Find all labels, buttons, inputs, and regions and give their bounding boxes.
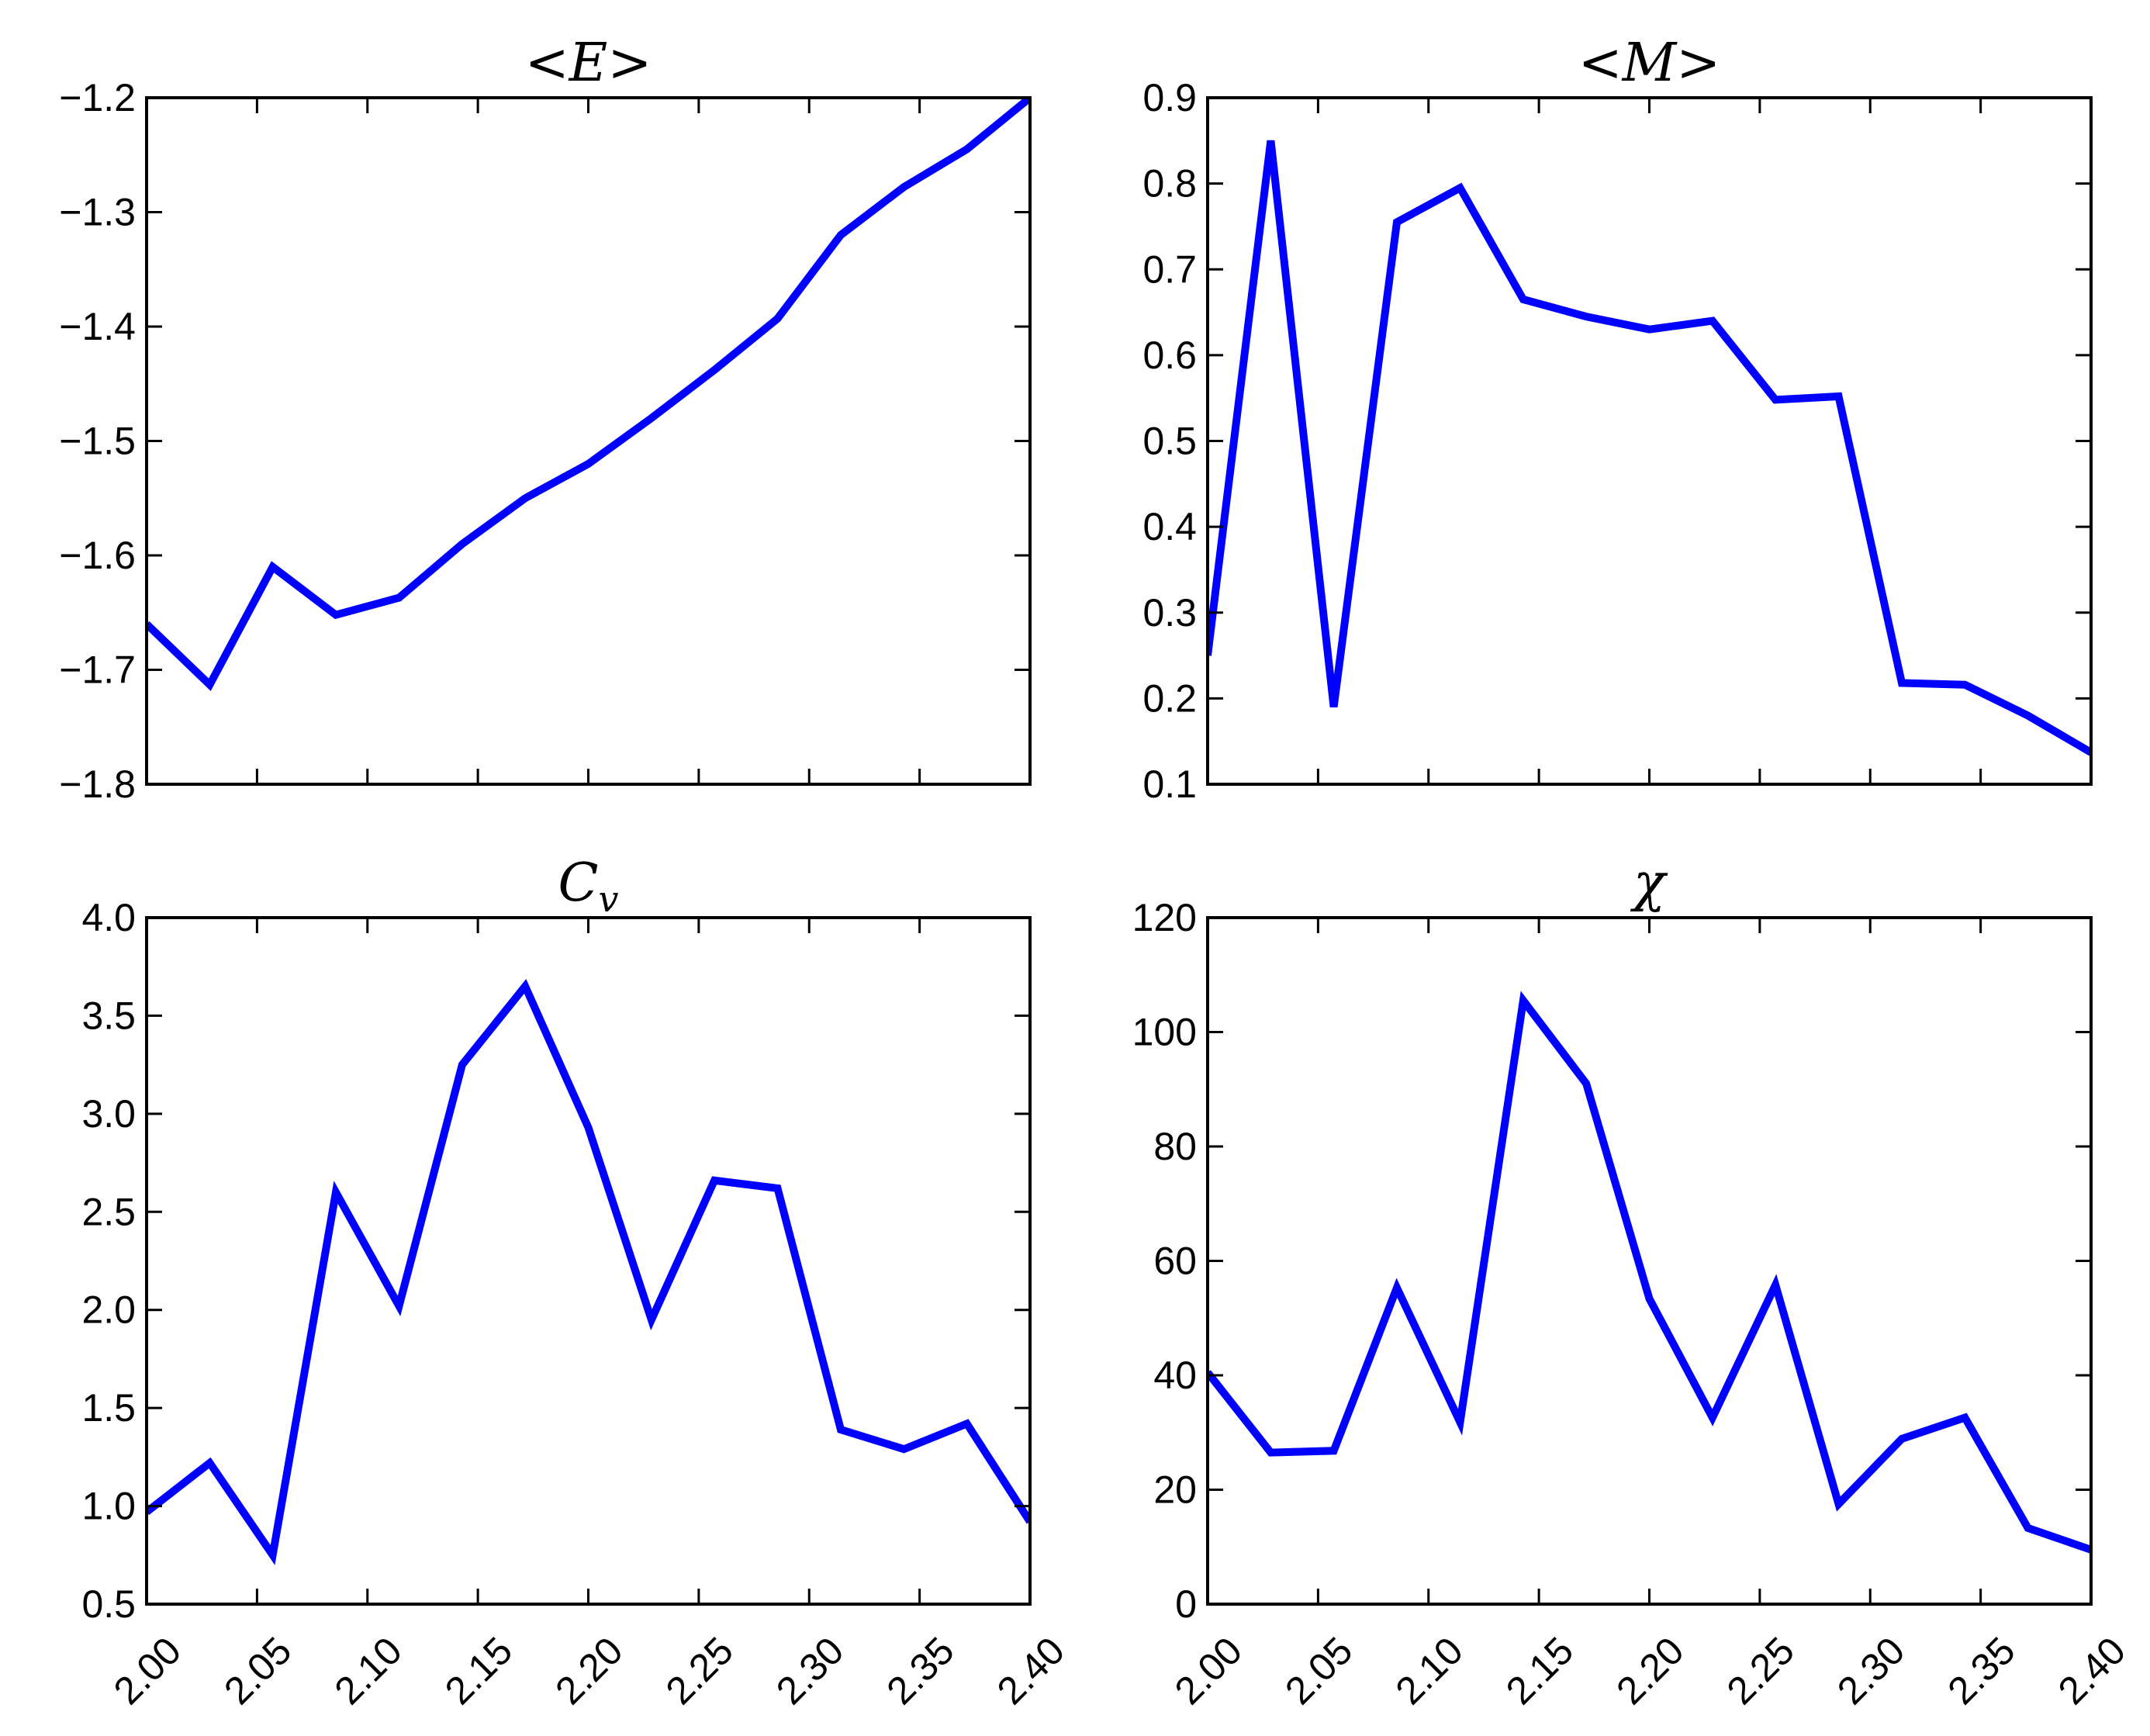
energy-series-line [147,98,1030,691]
susceptibility-series-line [1208,991,2091,1554]
panel-magnetization: 0.1 0.2 0.3 0.4 0.5 0.6 0.7 0.8 0.9 <M> [1142,33,2093,806]
susceptibility-y-tick-label: 60 [1153,1240,1197,1283]
susceptibility-y-tick-label: 120 [1132,896,1197,939]
energy-y-tick-label: −1.4 [59,305,136,348]
heat-capacity-y-tick-label: 1.5 [81,1386,136,1430]
susceptibility-x-tick-label: 2.25 [1719,1629,1803,1713]
heat-capacity-x-tick-label: 2.25 [658,1629,741,1713]
magnetization-y-tick-label: 0.1 [1142,763,1197,806]
heat-capacity-y-tick-label: 4.0 [81,896,136,939]
heat-capacity-y-tick-label: 2.5 [81,1190,136,1233]
heat-capacity-title: Cv [558,852,618,920]
heat-capacity-y-tick-label: 3.0 [81,1092,136,1136]
heat-capacity-x-tick-label: 2.40 [989,1629,1073,1713]
susceptibility-x-tick-label: 2.20 [1608,1629,1692,1713]
susceptibility-y-tick-label: 80 [1153,1125,1197,1168]
heat-capacity-y-tick-label: 3.5 [81,994,136,1037]
panel-energy: −1.8 −1.7 −1.6 −1.5 −1.4 −1.3 −1.2 <E> [59,33,1032,806]
susceptibility-x-tick-label: 2.15 [1498,1629,1581,1713]
susceptibility-x-tick-label: 2.40 [2050,1629,2134,1713]
susceptibility-x-tick-label: 2.05 [1277,1629,1360,1713]
heat-capacity-x-tick-label: 2.10 [327,1629,410,1713]
magnetization-y-tick-label: 0.2 [1142,676,1197,720]
energy-y-tick-label: −1.5 [59,420,136,463]
susceptibility-y-tick-label: 40 [1153,1354,1197,1397]
panel-heat-capacity: 2.00 2.05 2.10 2.15 2.20 2.25 2.30 2.35 2.40 0.5 1… [81,852,1073,1713]
susceptibility-y-tick-label: 0 [1175,1582,1197,1626]
heat-capacity-x-tick-label: 2.15 [437,1629,520,1713]
magnetization-y-tick-label: 0.7 [1142,247,1197,291]
susceptibility-x-tick-label: 2.30 [1829,1629,1913,1713]
heat-capacity-x-tick-label: 2.05 [216,1629,299,1713]
energy-y-tick-label: −1.6 [59,534,136,577]
energy-title: <E> [525,33,652,94]
magnetization-y-tick-label: 0.4 [1142,505,1197,548]
susceptibility-y-tick-label: 20 [1153,1468,1197,1512]
heat-capacity-y-tick-label: 1.0 [81,1485,136,1528]
susceptibility-x-tick-label: 2.00 [1167,1629,1250,1713]
magnetization-y-tick-label: 0.3 [1142,591,1197,635]
susceptibility-y-tick-label: 100 [1132,1011,1197,1054]
energy-axes-frame [145,96,1032,786]
heat-capacity-x-tick-label: 2.35 [878,1629,962,1713]
susceptibility-title: χ [1630,852,1668,914]
susceptibility-axes-frame [1206,916,2093,1606]
heat-capacity-series-line [147,978,1030,1565]
panel-susceptibility: 2.00 2.05 2.10 2.15 2.20 2.25 2.30 2.35 2.40 0 20 4… [1132,852,2134,1713]
magnetization-y-tick-label: 0.5 [1142,420,1197,463]
heat-capacity-x-tick-label: 2.00 [105,1629,189,1713]
magnetization-y-tick-label: 0.9 [1142,76,1197,119]
energy-y-tick-label: −1.7 [59,648,136,692]
magnetization-y-tick-label: 0.8 [1142,162,1197,206]
energy-y-tick-label: −1.8 [59,763,136,806]
magnetization-title: <M> [1578,33,1721,94]
heat-capacity-x-tick-label: 2.20 [547,1629,631,1713]
susceptibility-x-tick-label: 2.10 [1388,1629,1471,1713]
heat-capacity-x-tick-label: 2.30 [768,1629,852,1713]
energy-y-tick-label: −1.2 [59,76,136,119]
magnetization-series-line [1208,140,2091,756]
energy-y-tick-label: −1.3 [59,191,136,234]
heat-capacity-y-tick-label: 2.0 [81,1288,136,1332]
magnetization-y-tick-label: 0.6 [1142,334,1197,377]
susceptibility-x-tick-label: 2.35 [1939,1629,2023,1713]
heat-capacity-y-tick-label: 0.5 [81,1582,136,1626]
